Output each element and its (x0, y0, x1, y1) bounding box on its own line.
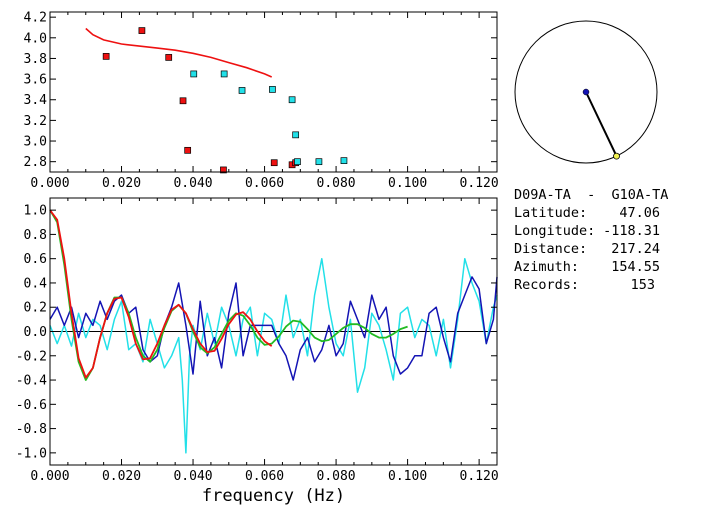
correlation-y-tick-label: -0.8 (16, 422, 47, 437)
cyan-measurement-point (340, 157, 348, 164)
dispersion-y-tick-label: 3.6 (24, 73, 47, 88)
dispersion-plot-area (85, 27, 348, 174)
cyan-measurement-point (288, 96, 296, 104)
dispersion-plot-frame (49, 11, 498, 173)
dispersion-curve (85, 27, 273, 78)
info-records-label: Records: (514, 277, 579, 293)
info-records-value: 153 (631, 277, 655, 293)
correlation-y-tick-label: 0.2 (24, 301, 47, 316)
dispersion-panel: 0.000 0.020 0.040 0.060 0.080 0.100 0.120 2.8 3.… (24, 11, 499, 191)
dispersion-y-tick-label: 3.0 (24, 135, 47, 150)
dispersion-x-tick-label: 0.000 (30, 176, 69, 191)
correlation-y-tick-label: 0.6 (24, 252, 47, 267)
correlation-y-tick-label: 1.0 (24, 204, 47, 219)
correlation-y-tick-label: 0.4 (24, 276, 48, 291)
cyan-measurement-point (269, 86, 276, 93)
red-measurement-point (165, 54, 173, 61)
dial-center-dot (582, 88, 590, 96)
dispersion-x-tick-label: 0.120 (460, 176, 499, 191)
correlation-axes: 0.000 0.020 0.040 0.060 0.080 0.100 0.120 1.0 0.… (16, 198, 499, 484)
dispersion-y-tick-label: 3.2 (24, 114, 47, 129)
dispersion-x-tick-label: 0.040 (173, 176, 212, 191)
info-latitude-label: Latitude: (514, 205, 587, 221)
dispersion-axes: 0.000 0.020 0.040 0.060 0.080 0.100 0.120 2.8 3.… (24, 11, 499, 191)
red-correlation-line (49, 209, 273, 379)
info-longitude-value: -118.31 (603, 223, 660, 239)
red-measurement-point (220, 166, 227, 174)
dispersion-y-tick-label: 4.0 (24, 31, 47, 46)
correlation-x-tick-label: 0.000 (30, 469, 69, 484)
info-azimuth-label: Azimuth: (514, 259, 579, 275)
cyan-measurement-point (294, 158, 301, 166)
info-longitude-label: Longitude: (514, 223, 595, 239)
red-measurement-point (184, 146, 192, 154)
correlation-x-tick-label: 0.080 (317, 469, 356, 484)
dispersion-x-tick-label: 0.020 (102, 176, 141, 191)
correlation-y-tick-label: 0.8 (24, 228, 47, 243)
cyan-measurement-point (190, 70, 198, 78)
cyan-measurement-point (292, 131, 300, 139)
station-info: D09A-TA - G10A-TA Latitude: 47.06 Longit… (514, 187, 668, 293)
red-measurement-point (102, 53, 110, 60)
azimuth-needle (585, 91, 618, 157)
correlation-panel: 0.000 0.020 0.040 0.060 0.080 0.100 0.120 1.0 0.… (16, 197, 499, 506)
dispersion-x-tick-label: 0.060 (245, 176, 284, 191)
info-azimuth-value: 154.55 (611, 259, 660, 275)
correlation-x-tick-label: 0.100 (388, 469, 427, 484)
x-axis-label: frequency (Hz) (202, 486, 345, 506)
correlation-x-tick-label: 0.060 (245, 469, 284, 484)
correlation-x-tick-label: 0.120 (460, 469, 499, 484)
dial-circle (514, 20, 658, 164)
correlation-y-tick-label: -0.6 (16, 398, 47, 413)
station-pair: D09A-TA - G10A-TA (514, 187, 668, 203)
dispersion-y-tick-label: 3.4 (24, 93, 48, 108)
correlation-y-tick-label: 0.0 (24, 325, 47, 340)
correlation-y-tick-label: -0.2 (16, 349, 47, 364)
correlation-plot-area (49, 209, 498, 454)
correlation-y-tick-label: -1.0 (16, 446, 47, 461)
dispersion-y-tick-label: 4.2 (24, 11, 47, 26)
cyan-measurement-point (220, 70, 228, 78)
dial-endpoint-dot (613, 152, 620, 160)
dispersion-y-tick-label: 2.8 (24, 155, 47, 170)
red-measurement-point (138, 27, 146, 34)
info-distance-label: Distance: (514, 241, 587, 257)
azimuth-dial (514, 20, 658, 164)
red-measurement-point (270, 159, 278, 167)
cyan-measurement-point (315, 158, 323, 166)
info-distance-value: 217.24 (611, 241, 660, 257)
correlation-x-tick-label: 0.040 (173, 469, 212, 484)
dispersion-y-tick-label: 3.8 (24, 52, 47, 67)
red-measurement-point (179, 97, 187, 105)
cyan-measurement-point (238, 87, 246, 94)
info-latitude-value: 47.06 (619, 205, 660, 221)
correlation-x-tick-label: 0.020 (102, 469, 141, 484)
dispersion-x-tick-label: 0.100 (388, 176, 427, 191)
cyan-correlation-line (49, 257, 498, 454)
dispersion-x-tick-label: 0.080 (317, 176, 356, 191)
correlation-y-tick-label: -0.4 (16, 374, 47, 389)
